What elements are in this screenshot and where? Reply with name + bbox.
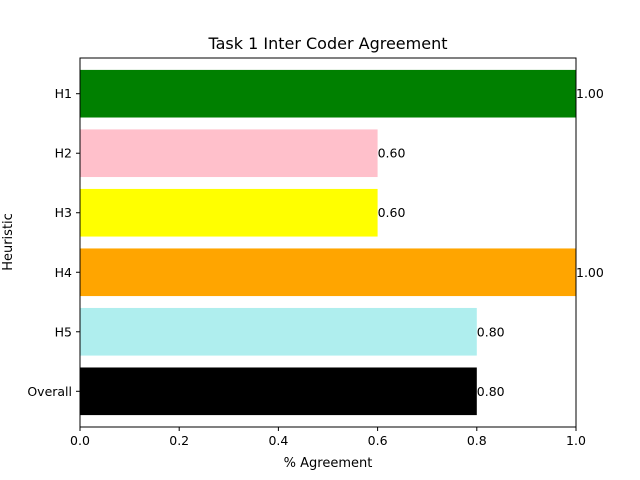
data-label-overall: 0.80 [477, 384, 505, 399]
y-tick-label: H2 [55, 146, 72, 161]
data-label-h5: 0.80 [477, 324, 505, 339]
bar-h1 [80, 69, 576, 118]
x-axis-label: % Agreement [284, 456, 373, 471]
bar-h3 [80, 188, 378, 237]
y-tick-label: Overall [27, 384, 72, 399]
y-tick-label: H5 [55, 324, 72, 339]
data-label-h1: 1.00 [576, 86, 604, 101]
x-tick-label: 0.0 [70, 433, 90, 448]
x-tick-label: 1.0 [566, 433, 586, 448]
x-tick-label: 0.6 [368, 433, 388, 448]
axes-frame [79, 57, 577, 428]
x-tick-label: 0.8 [467, 433, 487, 448]
y-tick-label: H4 [55, 265, 72, 280]
y-tick-label: H1 [55, 86, 72, 101]
chart-title: Task 1 Inter Coder Agreement [207, 34, 447, 53]
x-tick-label: 0.4 [268, 433, 288, 448]
bar-h4 [80, 248, 576, 297]
data-label-h3: 0.60 [378, 205, 406, 220]
y-tick-label: H3 [55, 205, 72, 220]
data-label-h2: 0.60 [378, 146, 406, 161]
plot-area: 1.00 H1 0.60 H2 0.60 H3 1.00 H4 0.80 H5 0.80 Overal… [27, 69, 604, 448]
y-axis-label: Heuristic [1, 213, 16, 271]
x-tick-label: 0.2 [169, 433, 189, 448]
data-label-h4: 1.00 [576, 265, 604, 280]
bar-overall [80, 367, 477, 416]
bar-h2 [80, 129, 378, 178]
bar-h5 [80, 307, 477, 356]
